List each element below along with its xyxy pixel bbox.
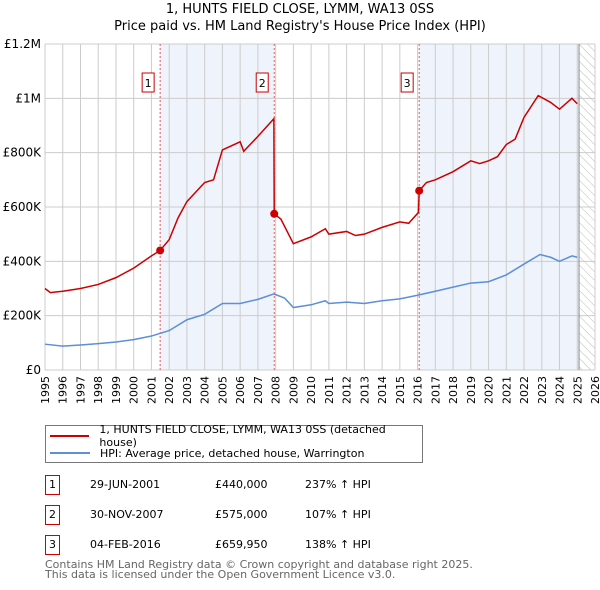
x-tick-label: 1997 [74, 376, 87, 404]
sale-date: 04-FEB-2016 [90, 538, 161, 551]
sale-marker-box [255, 72, 269, 93]
x-tick-label: 2022 [518, 376, 531, 404]
x-tick-label: 2012 [341, 376, 354, 404]
y-tick-label: £1M [15, 91, 41, 105]
sale-hpi: 107% ↑ HPI [305, 508, 371, 521]
x-tick-label: 2016 [412, 376, 425, 404]
y-tick-label: £0 [26, 363, 41, 377]
x-tick-label: 2005 [216, 376, 229, 404]
x-tick-label: 2024 [554, 376, 567, 404]
sale-date: 30-NOV-2007 [90, 508, 164, 521]
x-tick-label: 2010 [305, 376, 318, 404]
legend-hpi: HPI: Average price, detached house, Warr… [100, 446, 365, 460]
x-tick-label: 1996 [57, 376, 70, 404]
sale-row: 2 30-NOV-2007 £575,000 107% ↑ HPI [45, 505, 465, 525]
sale-point [156, 246, 165, 255]
x-tick-label: 2014 [376, 376, 389, 404]
chart-subtitle: Price paid vs. HM Land Registry's House … [114, 19, 486, 34]
y-tick-label: £400K [3, 254, 43, 268]
x-tick-label: 2006 [234, 376, 247, 404]
x-tick-label: 2015 [394, 376, 407, 404]
x-tick-label: 2003 [181, 376, 194, 404]
x-tick-label: 2002 [163, 376, 176, 404]
series-line [44, 253, 578, 347]
plot-area: 1995 1996 1997 1998 1999 2000 2001 2002 2003 2004… [3, 37, 600, 404]
sale-price: £440,000 [215, 478, 268, 491]
sale-marker-number: 1 [145, 77, 152, 90]
x-tick-label: 2007 [252, 376, 265, 404]
x-tick-label: 2023 [536, 376, 549, 404]
footer-line2: This data is licensed under the Open Gov… [45, 568, 396, 581]
y-tick-label: £200K [3, 309, 43, 323]
legend-property: 1, HUNTS FIELD CLOSE, LYMM, WA13 0SS (de… [99, 423, 386, 449]
legend-blue-line [50, 452, 90, 454]
x-tick-label: 2011 [323, 376, 336, 404]
sale-hpi: 237% ↑ HPI [305, 478, 371, 491]
sale-badge: 3 [45, 535, 60, 555]
x-tick-label: 2013 [358, 376, 371, 404]
legend: 1, HUNTS FIELD CLOSE, LYMM, WA13 0SS (de… [45, 423, 423, 463]
x-tick-label: 1995 [39, 376, 52, 404]
sale-marker-box [141, 72, 155, 93]
sale-row: 3 04-FEB-2016 £659,950 138% ↑ HPI [45, 535, 465, 555]
x-tick-label: 2008 [270, 376, 283, 404]
y-tick-label: £600K [3, 200, 43, 214]
x-tick-label: 2004 [199, 376, 212, 404]
sale-point [270, 209, 279, 218]
sale-row: 1 29-JUN-2001 £440,000 237% ↑ HPI [45, 475, 465, 495]
footer-line1: Contains HM Land Registry data © Crown c… [45, 558, 473, 571]
x-tick-label: 2025 [571, 376, 584, 404]
sale-price: £575,000 [215, 508, 268, 521]
x-tick-label: 2021 [500, 376, 513, 404]
sale-price: £659,950 [215, 538, 268, 551]
y-tick-label: £1.2M [4, 37, 41, 51]
sale-marker-number: 2 [259, 77, 266, 90]
sale-badge: 1 [45, 475, 60, 495]
x-tick-label: 2017 [429, 376, 442, 404]
sale-date: 29-JUN-2001 [90, 478, 161, 491]
x-tick-label: 2009 [287, 376, 300, 404]
x-tick-label: 2019 [465, 376, 478, 404]
x-tick-label: 2001 [145, 376, 158, 404]
sale-marker-box [400, 72, 414, 93]
sale-hpi: 138% ↑ HPI [305, 538, 371, 551]
x-tick-label: 2026 [589, 376, 600, 404]
y-tick-label: £800K [3, 146, 43, 160]
x-tick-label: 1998 [92, 376, 105, 404]
chart-title: 1, HUNTS FIELD CLOSE, LYMM, WA13 0SS [165, 2, 435, 17]
legend-red-line [50, 435, 90, 437]
footer: Contains HM Land Registry data © Crown c… [45, 558, 473, 581]
x-tick-label: 2020 [483, 376, 496, 404]
x-tick-label: 2018 [447, 376, 460, 404]
sale-badge: 2 [45, 505, 60, 525]
sale-marker-number: 3 [404, 77, 411, 90]
sale-point [415, 186, 424, 195]
x-tick-label: 1999 [110, 376, 123, 404]
x-tick-label: 2000 [128, 376, 141, 404]
